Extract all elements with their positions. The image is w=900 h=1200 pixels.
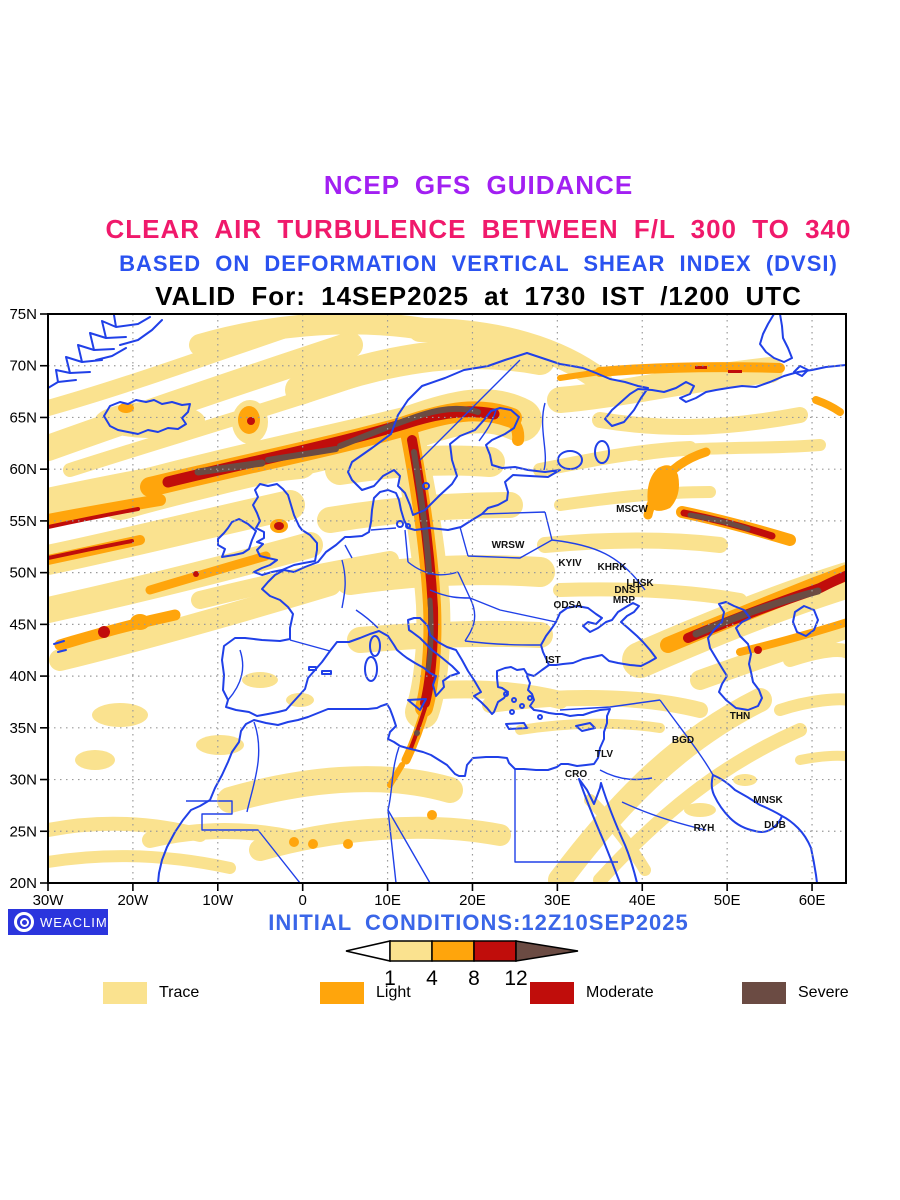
severity-legend: Trace Light Moderate Severe (0, 982, 900, 1008)
city-label-cro: CRO (565, 769, 587, 780)
lon-tick-label: 50E (714, 892, 741, 909)
scale-tick-labels: 1 4 8 12 (384, 967, 528, 990)
city-label-khrk: KHRK (598, 562, 628, 573)
severe-label: Severe (798, 984, 849, 1001)
city-label-thn: THN (730, 711, 751, 722)
scale-moderate-segment (473, 940, 517, 962)
country-borders (186, 359, 714, 883)
city-label-dnst: DNST (614, 585, 641, 596)
chart-title-method: BASED ON DEFORMATION VERTICAL SHEAR INDE… (119, 251, 838, 276)
lat-tick-label: 50N (9, 565, 37, 582)
lon-tick-label: 40E (629, 892, 656, 909)
lat-tick-label: 40N (9, 668, 37, 685)
legend-item-moderate: Moderate (530, 982, 654, 1004)
lon-tick-label: 20E (459, 892, 486, 909)
legend-item-severe: Severe (742, 982, 849, 1004)
map-frame (47, 313, 847, 884)
chart-title-valid-time: VALID For: 14SEP2025 at 1730 IST /1200 U… (155, 281, 802, 311)
lat-tick-label: 75N (9, 306, 37, 323)
lat-tick-label: 60N (9, 461, 37, 478)
lat-tick-label: 65N (9, 409, 37, 426)
light-label: Light (376, 984, 411, 1001)
city-label-mrp: MRP (613, 595, 636, 606)
lon-tick-label: 30W (33, 892, 65, 909)
lon-tick-label: 0 (299, 892, 307, 909)
coastlines (48, 314, 846, 883)
lat-tick-label: 25N (9, 823, 37, 840)
trace-swatch (103, 982, 147, 1004)
lon-tick-label: 10E (374, 892, 401, 909)
lon-tick-label: 30E (544, 892, 571, 909)
lat-tick-label: 35N (9, 720, 37, 737)
lon-tick-label: 20W (117, 892, 149, 909)
axis-labels: 30W 20W 10W 0 10E 20E 30E 40E 50E 60E 75N 70N 65N 60N… (9, 306, 825, 909)
axis-ticks (40, 313, 813, 891)
lat-tick-label: 55N (9, 513, 37, 530)
city-label-tlv: TLV (595, 749, 613, 760)
moderate-label: Moderate (586, 984, 654, 1001)
scale-value-label: 8 (468, 967, 480, 990)
lat-tick-label: 20N (9, 875, 37, 892)
trace-label: Trace (159, 984, 200, 1001)
turbulence-fill-layers (48, 314, 846, 883)
legend-item-light: Light (320, 982, 411, 1004)
severe-swatch (742, 982, 786, 1004)
weaclim-logo-text: WEACLIM (40, 914, 108, 930)
initial-conditions-text: INITIAL CONDITIONS:12Z10SEP2025 (268, 910, 689, 935)
city-label-kyiv: KYIV (558, 558, 582, 569)
city-label-lhsk: LHSK (626, 578, 654, 589)
color-scale: 1 4 8 12 (345, 940, 579, 990)
lat-tick-label: 70N (9, 358, 37, 375)
scale-left-arrow (345, 940, 391, 962)
scale-value-label: 12 (504, 967, 527, 990)
scale-right-arrow (515, 940, 579, 962)
grid-lines (48, 314, 846, 883)
weaclim-circle-icon (14, 912, 34, 932)
city-label-wrsw: WRSW (492, 540, 525, 551)
moderate-swatch (530, 982, 574, 1004)
city-label-bgd: BGD (672, 735, 694, 746)
city-label-odsa: ODSA (554, 600, 583, 611)
city-label-mnsk: MNSK (753, 795, 783, 806)
severe-areas (194, 405, 822, 736)
scale-trace-segment (389, 940, 433, 962)
city-label-ryh: RYH (694, 823, 715, 834)
city-label-dub: DUB (764, 820, 786, 831)
city-label-ist: IST (545, 655, 561, 666)
weaclim-logo: WEACLIM (8, 909, 108, 935)
scale-value-label: 1 (384, 967, 396, 990)
legend-item-trace: Trace (103, 982, 199, 1004)
city-label-mscw: MSCW (616, 504, 648, 515)
lat-tick-label: 30N (9, 772, 37, 789)
lat-tick-label: 45N (9, 616, 37, 633)
lon-tick-label: 60E (799, 892, 826, 909)
scale-light-segment (431, 940, 475, 962)
scale-value-label: 4 (426, 967, 438, 990)
chart-title-model: NCEP GFS GUIDANCE (323, 170, 634, 200)
light-swatch (320, 982, 364, 1004)
lon-tick-label: 10W (202, 892, 234, 909)
chart-title-product: CLEAR AIR TURBULENCE BETWEEN F/L 300 TO … (105, 214, 852, 244)
